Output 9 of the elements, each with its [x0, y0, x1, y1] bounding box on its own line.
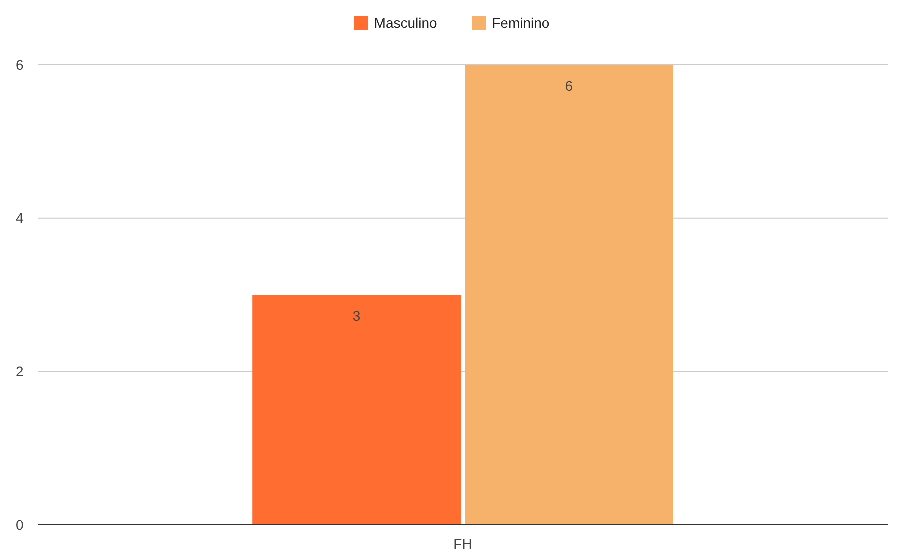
y-tick-label: 0 [16, 516, 24, 533]
legend-label: Masculino [374, 14, 438, 31]
x-tick-label: FH [454, 536, 472, 552]
y-tick-label: 4 [16, 210, 24, 226]
data-label: 6 [565, 78, 574, 94]
y-tick-label: 6 [16, 56, 24, 73]
data-label: 3 [352, 308, 361, 324]
y-tick-label: 2 [16, 364, 24, 380]
legend-label: Feminino [492, 14, 550, 31]
